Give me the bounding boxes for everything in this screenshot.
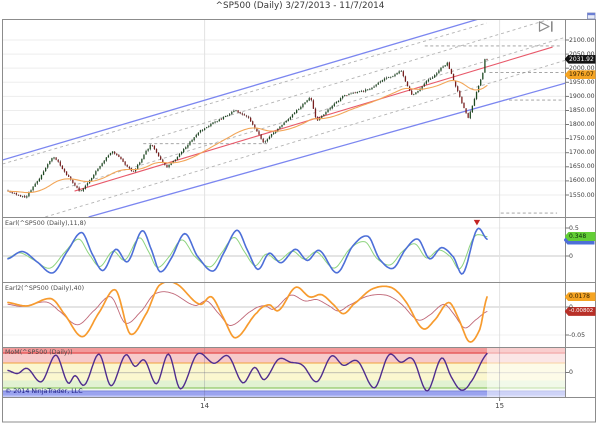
earl-indicator <box>7 227 488 275</box>
panel-frame <box>2 19 596 423</box>
sell-signal-marker <box>473 219 481 226</box>
window-icon[interactable] <box>587 12 596 20</box>
candlesticks <box>7 58 488 199</box>
trend-channel-lines <box>2 20 566 217</box>
axis-ticks <box>204 39 569 401</box>
mom-rainbow-bands <box>2 347 566 398</box>
earl2-indicator <box>7 283 488 343</box>
replay-skip-to-end-icon[interactable] <box>538 21 553 32</box>
mom-indicator <box>7 352 488 392</box>
